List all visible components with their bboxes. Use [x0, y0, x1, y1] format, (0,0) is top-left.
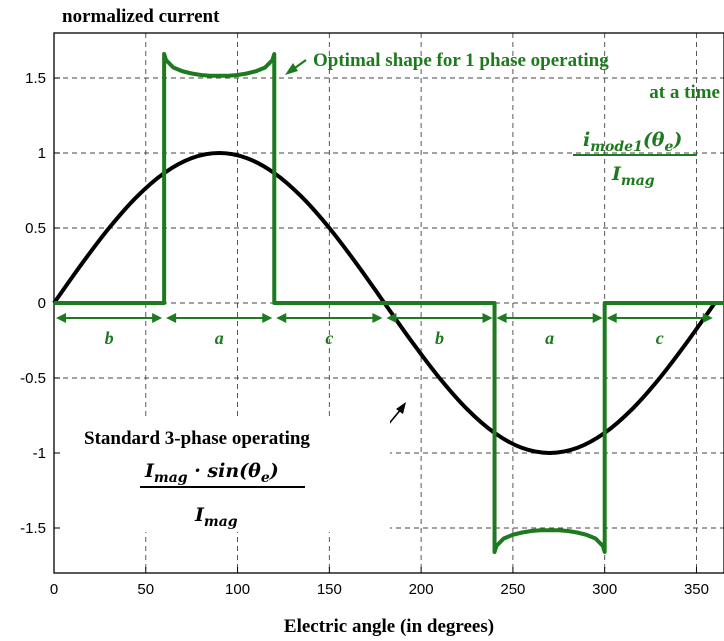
y-tick-label: 1 — [38, 145, 46, 162]
black-arrow-head — [396, 402, 406, 414]
interval-arrow-head — [482, 313, 493, 323]
black-formula-numerator: Imag · sin(θe) — [144, 460, 279, 486]
black-formula-den-sub-mag: mag — [204, 514, 238, 530]
axis-ticks: 0 50 100 150 200 250 300 350 1.5 1 0.5 0 -0.5 -1 -1.5 — [20, 70, 709, 598]
optimal-shape-annotation: Optimal shape for 1 phase operating at a… — [285, 50, 720, 189]
interval-arrow-head — [592, 313, 603, 323]
black-formula-sin: · sin(θ — [188, 460, 262, 482]
black-formula-sub-mag: mag — [154, 470, 188, 486]
x-tick-label: 100 — [225, 581, 250, 598]
x-tick-label: 50 — [137, 581, 154, 598]
x-tick-label: 250 — [500, 581, 525, 598]
y-tick-label: 1.5 — [25, 70, 46, 87]
green-formula-sub-e: e — [664, 139, 673, 155]
green-formula-theta: (θ — [643, 129, 665, 151]
interval-arrow-head — [702, 313, 713, 323]
interval-label: a — [215, 328, 224, 348]
black-formula-I: I — [144, 460, 155, 482]
x-tick-label: 150 — [317, 581, 342, 598]
x-tick-label: 300 — [592, 581, 617, 598]
green-formula-sub-mag: mag — [621, 173, 655, 189]
black-label: Standard 3-phase operating — [84, 428, 310, 449]
y-axis-label: normalized current — [62, 6, 220, 27]
black-formula-denominator: Imag — [194, 504, 238, 530]
green-label-line1: Optimal shape for 1 phase operating — [313, 50, 609, 71]
interval-arrow-head — [152, 313, 163, 323]
interval-label: c — [656, 328, 664, 348]
interval-label: a — [545, 328, 554, 348]
interval-arrow-head — [262, 313, 273, 323]
y-tick-label: -1 — [33, 445, 46, 462]
x-tick-label: 350 — [684, 581, 709, 598]
green-formula-i: i — [583, 129, 590, 151]
series-lines — [52, 52, 724, 554]
interval-label: b — [435, 328, 444, 348]
x-tick-label: 0 — [50, 581, 58, 598]
interval-arrow-head — [276, 313, 287, 323]
green-formula-sub-mode1: mode1 — [590, 139, 643, 155]
y-tick-label: -1.5 — [20, 520, 46, 537]
green-label-line2: at a time — [649, 82, 720, 103]
x-tick-label: 200 — [409, 581, 434, 598]
black-formula-close: ) — [269, 460, 279, 482]
green-formula-numerator: imode1(θe) — [583, 129, 682, 155]
interval-arrow-head — [372, 313, 383, 323]
y-tick-label: -0.5 — [20, 370, 46, 387]
interval-arrow-head — [56, 313, 66, 323]
black-formula-sub-e: e — [261, 470, 270, 486]
black-label-background — [60, 420, 390, 532]
interval-arrow-head — [166, 313, 177, 323]
green-formula-close: ) — [672, 129, 682, 151]
y-tick-label: 0 — [38, 295, 46, 312]
standard-operating-annotation: Standard 3-phase operating Imag · sin(θe… — [60, 402, 406, 532]
green-formula-denominator: Imag — [611, 163, 655, 189]
interval-arrow-head — [606, 313, 617, 323]
mode1-series-line — [54, 52, 724, 554]
interval-arrow-head — [386, 313, 397, 323]
green-arrow-head — [285, 63, 298, 75]
interval-arrow-head — [496, 313, 507, 323]
interval-label: b — [105, 328, 114, 348]
y-tick-label: 0.5 — [25, 220, 46, 237]
green-formula-I: I — [611, 163, 622, 185]
interval-label: c — [325, 328, 333, 348]
black-formula-den-I: I — [194, 504, 205, 526]
x-axis-label: Electric angle (in degrees) — [284, 616, 494, 637]
